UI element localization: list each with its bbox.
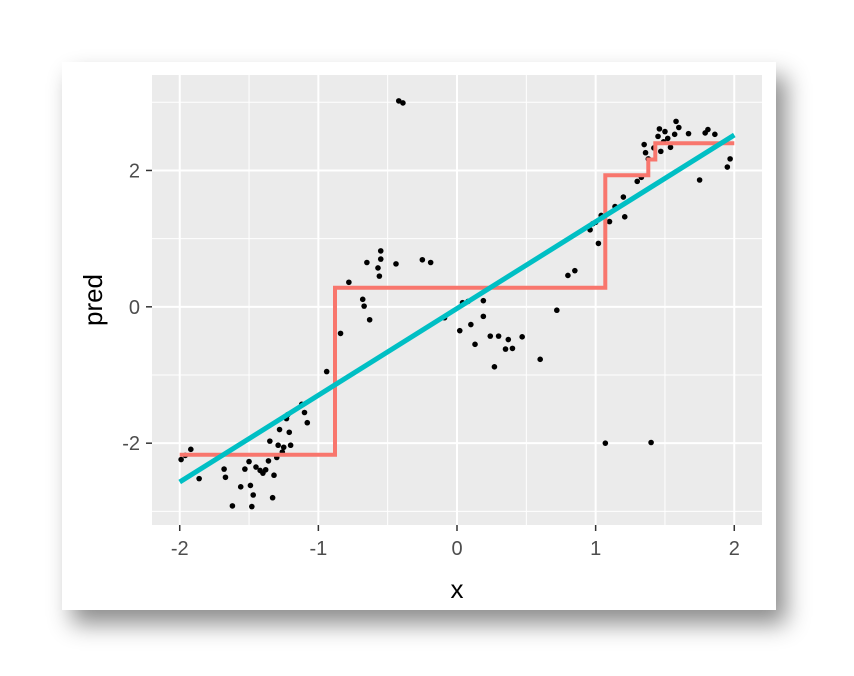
- data-point: [620, 194, 627, 200]
- data-point: [656, 126, 663, 132]
- data-point: [696, 177, 703, 183]
- data-point: [359, 296, 366, 303]
- x-tick-label: -2: [171, 538, 189, 560]
- x-tick-label: -1: [309, 538, 327, 560]
- data-point: [376, 273, 383, 279]
- x-tick-label: 0: [451, 538, 462, 560]
- data-point: [427, 259, 434, 266]
- data-point: [655, 133, 661, 140]
- data-point: [606, 218, 613, 225]
- data-point: [554, 307, 560, 314]
- data-point: [247, 482, 254, 489]
- data-point: [275, 442, 281, 449]
- data-point: [472, 341, 478, 348]
- data-point: [276, 426, 283, 433]
- data-point: [337, 330, 344, 337]
- data-point: [221, 466, 227, 472]
- data-point: [280, 444, 287, 451]
- data-point: [301, 409, 308, 416]
- data-point: [676, 124, 682, 131]
- data-point: [509, 345, 516, 352]
- data-point: [480, 313, 487, 320]
- figure-card: -2 -1 0 1 2 -2 0 2 x pred: [62, 62, 776, 610]
- x-tick-label: 2: [729, 538, 740, 560]
- data-point: [249, 503, 255, 510]
- linear-fit-line: [178, 132, 736, 485]
- y-axis-title: pred: [78, 274, 108, 326]
- data-point: [495, 333, 502, 339]
- data-point: [229, 503, 236, 509]
- data-point: [286, 429, 293, 436]
- data-point: [237, 484, 244, 490]
- data-point: [178, 456, 184, 463]
- data-point: [242, 466, 248, 472]
- data-point: [271, 472, 277, 479]
- data-point: [671, 131, 678, 138]
- data-point: [487, 333, 494, 339]
- data-point: [267, 438, 273, 444]
- data-point: [377, 248, 384, 254]
- data-point: [250, 492, 257, 498]
- data-point: [502, 346, 509, 352]
- data-point: [648, 439, 654, 446]
- data-point: [456, 327, 463, 334]
- data-point: [685, 130, 692, 137]
- data-point: [393, 261, 399, 267]
- data-point: [419, 256, 426, 263]
- step-fit-line: [179, 141, 735, 457]
- data-point: [480, 297, 487, 304]
- data-point: [188, 446, 194, 453]
- data-point: [222, 474, 229, 481]
- data-point: [705, 126, 711, 133]
- y-tick-label: 0: [129, 297, 140, 319]
- data-point: [712, 131, 718, 138]
- y-tick-label: 2: [129, 160, 140, 182]
- x-tick-label: 1: [590, 538, 601, 560]
- data-point: [323, 368, 330, 375]
- data-point: [662, 128, 668, 135]
- data-point: [664, 135, 671, 142]
- x-axis: -2 -1 0 1 2: [171, 525, 740, 560]
- data-point: [269, 494, 276, 501]
- data-point: [572, 267, 578, 274]
- data-point: [667, 144, 674, 151]
- data-point: [602, 440, 609, 446]
- data-point: [395, 98, 402, 104]
- x-axis-title: x: [451, 574, 464, 604]
- data-point: [505, 336, 512, 343]
- data-point: [377, 256, 384, 262]
- data-point: [621, 214, 628, 220]
- data-point: [346, 279, 352, 286]
- fit-lines: [178, 132, 736, 485]
- data-point: [537, 356, 543, 363]
- data-point: [400, 100, 406, 106]
- data-point: [262, 466, 269, 473]
- data-point: [727, 156, 733, 162]
- data-point: [724, 164, 731, 170]
- data-point: [634, 178, 641, 185]
- data-point: [565, 272, 571, 279]
- y-axis: -2 0 2: [122, 160, 152, 455]
- data-point: [595, 240, 602, 247]
- y-tick-label: -2: [122, 433, 140, 455]
- data-point: [641, 141, 647, 148]
- data-point: [491, 364, 498, 370]
- data-point: [366, 316, 373, 323]
- data-point: [196, 475, 202, 482]
- data-point: [519, 334, 525, 340]
- data-point: [246, 458, 252, 465]
- data-point: [673, 118, 679, 125]
- data-point: [657, 148, 664, 155]
- data-point: [375, 265, 381, 271]
- data-point: [642, 149, 649, 156]
- scatter-plot: -2 -1 0 1 2 -2 0 2 x pred: [78, 75, 762, 604]
- data-point: [287, 442, 294, 449]
- data-point: [304, 419, 311, 426]
- data-point: [361, 303, 367, 309]
- data-point: [253, 464, 259, 470]
- data-point: [364, 259, 370, 266]
- data-point: [265, 458, 272, 464]
- data-point: [468, 321, 474, 328]
